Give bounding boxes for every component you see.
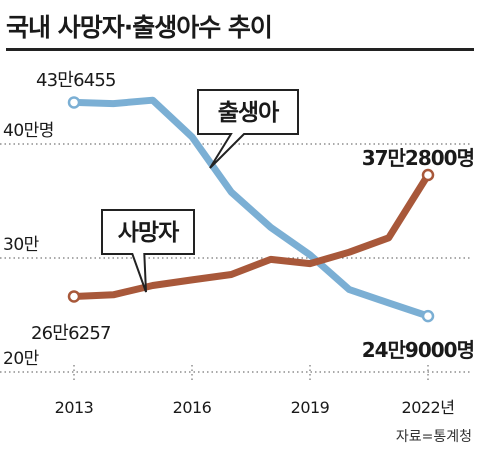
- data-labels: 43만6455 26만6257 37만2800명 24만9000명: [31, 70, 475, 362]
- source-note: 자료=통계청: [395, 429, 472, 445]
- y-tick-label: 20만: [3, 349, 40, 369]
- title-rule: [6, 48, 474, 51]
- x-tick-labels: 2013 2016 2019 2022년: [55, 398, 455, 417]
- births-callout-box: [197, 89, 299, 169]
- x-tick-label: 2019: [291, 398, 330, 417]
- deaths-callout-label: 사망자: [118, 220, 179, 246]
- y-tick-label: 40만명: [3, 121, 54, 141]
- deaths-point: [421, 168, 435, 182]
- births-line: [70, 96, 432, 320]
- y-tick-label: 30만: [3, 235, 40, 255]
- deaths-callout-box: [101, 209, 195, 293]
- births-end-label: 24만9000명: [362, 338, 474, 362]
- births-start-label: 43만6455: [36, 70, 116, 91]
- births-point: [67, 96, 81, 109]
- series-lines: [70, 96, 432, 320]
- deaths-start-label: 26만6257: [31, 323, 111, 344]
- deaths-point: [67, 290, 81, 303]
- x-tick-label: 2022년: [402, 398, 455, 417]
- births-callout-label: 출생아: [218, 100, 279, 126]
- x-tick-label: 2016: [173, 398, 212, 417]
- y-tick-labels: 20만 30만 40만명: [3, 121, 54, 369]
- births-point: [421, 309, 435, 323]
- grid-lines: [0, 143, 472, 382]
- x-tick-label: 2013: [55, 398, 94, 417]
- deaths-end-label: 37만2800명: [362, 146, 474, 170]
- chart-title: 국내 사망자·출생아수 추이: [6, 13, 273, 42]
- deaths-line: [70, 171, 432, 300]
- series-points: [67, 96, 435, 323]
